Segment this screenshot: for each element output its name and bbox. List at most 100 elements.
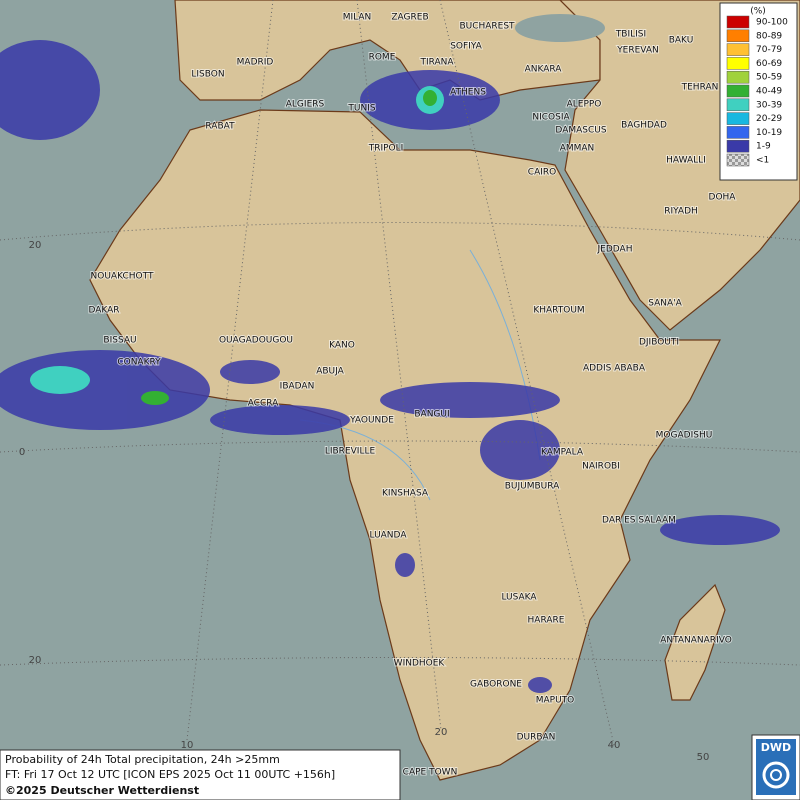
- city-label: KANO: [329, 341, 355, 351]
- logo-text: DWD: [761, 741, 791, 754]
- logo: DWD: [751, 734, 800, 800]
- city-label: GABORONE: [470, 680, 522, 690]
- legend-label: 60-69: [756, 59, 782, 69]
- city-label: TRIPOLI: [368, 144, 404, 154]
- city-label: ANKARA: [525, 65, 563, 75]
- city-label: MOGADISHU: [656, 431, 713, 441]
- city-label: ACCRA: [248, 399, 279, 409]
- legend-label: 30-39: [756, 100, 782, 110]
- city-label: NICOSIA: [532, 113, 570, 123]
- city-label: TUNIS: [347, 104, 375, 114]
- city-label: ROME: [369, 53, 396, 63]
- city-label: CAIRO: [528, 168, 556, 178]
- legend-label: 40-49: [756, 87, 782, 97]
- legend-swatch: [726, 43, 750, 56]
- city-label: DAR ES SALAAM: [602, 516, 676, 526]
- city-label: DJIBOUTI: [639, 338, 679, 348]
- city-label: KHARTOUM: [533, 306, 584, 316]
- caption: Probability of 24h Total precipitation, …: [0, 749, 401, 800]
- city-label: JEDDAH: [597, 245, 633, 255]
- city-label: NAIROBI: [582, 462, 620, 472]
- city-label: NOUAKCHOTT: [91, 272, 154, 282]
- city-label: ZAGREB: [391, 13, 428, 23]
- legend-label: 80-89: [756, 31, 782, 41]
- city-label: ABUJA: [316, 367, 344, 377]
- city-label: CONAKRY: [117, 358, 161, 368]
- legend-label: 90-100: [756, 18, 788, 28]
- grid-label: 10: [181, 740, 194, 751]
- grid-label: 20: [29, 240, 42, 251]
- city-label: SOFIYA: [450, 42, 482, 52]
- caption-box: [0, 749, 401, 800]
- city-label: LUANDA: [370, 531, 408, 541]
- legend-label: 50-59: [756, 73, 782, 83]
- legend-label: 10-19: [756, 128, 782, 138]
- legend-swatch: [726, 84, 750, 98]
- city-label: YEREVAN: [616, 46, 659, 56]
- legend-swatch: [726, 57, 750, 70]
- legend-swatch: [726, 29, 750, 43]
- black-sea: [515, 14, 605, 42]
- city-label: SANA'A: [648, 299, 682, 309]
- city-label: ANTANANARIVO: [660, 636, 732, 646]
- caption-line: Probability of 24h Total precipitation, …: [5, 753, 280, 766]
- city-label: YAOUNDE: [349, 416, 394, 426]
- city-label: TEHRAN: [681, 83, 719, 93]
- grid-label: 0: [19, 447, 25, 458]
- city-label: MAPUTO: [536, 696, 575, 706]
- city-label: BANGUI: [414, 410, 449, 420]
- city-label: IBADAN: [280, 382, 315, 392]
- city-label: DOHA: [709, 193, 737, 203]
- grid-label: 50: [697, 752, 710, 763]
- city-label: DAMASCUS: [555, 126, 606, 136]
- city-label: BUCHAREST: [459, 22, 515, 32]
- city-label: TIRANA: [419, 58, 454, 68]
- city-label: DURBAN: [517, 733, 556, 743]
- legend-label: 1-9: [756, 142, 771, 152]
- city-label: ALEPPO: [567, 100, 602, 110]
- grid-labels: 20 0 20 10 20 40 50: [19, 240, 710, 763]
- legend-swatch: [726, 112, 750, 125]
- city-label: BUJUMBURA: [505, 482, 560, 492]
- city-label: DAKAR: [88, 306, 119, 316]
- city-label: ADDIS ABABA: [583, 364, 646, 374]
- city-label: RIYADH: [664, 207, 698, 217]
- city-label: HARARE: [528, 616, 565, 626]
- grid-label: 20: [435, 727, 448, 738]
- city-label: RABAT: [205, 122, 235, 132]
- legend-label: 70-79: [756, 45, 782, 55]
- city-label: BAKU: [669, 36, 694, 46]
- legend-label: 20-29: [756, 114, 782, 124]
- legend-unit: (%): [750, 7, 766, 17]
- legend-swatch: [726, 126, 750, 139]
- city-label: MADRID: [237, 58, 274, 68]
- city-label: ALGIERS: [286, 100, 325, 110]
- caption-line: ©2025 Deutscher Wetterdienst: [5, 784, 199, 797]
- legend-swatch: [726, 70, 750, 84]
- legend-swatch: [726, 98, 750, 112]
- legend-swatch: [726, 153, 750, 167]
- legend: (%) 90-100 80-89 70-79 60-69 50-59 40-49 30-39…: [719, 2, 798, 181]
- city-label: LUSAKA: [501, 593, 537, 603]
- city-label: MILAN: [343, 13, 372, 23]
- grid-label: 20: [29, 655, 42, 666]
- city-label: AMMAN: [560, 144, 595, 154]
- city-label: BAGHDAD: [621, 121, 667, 131]
- legend-label: <1: [756, 156, 769, 166]
- city-label: WINDHOEK: [394, 659, 446, 669]
- legend-swatch: [726, 15, 750, 29]
- city-label: KINSHASA: [382, 489, 429, 499]
- city-label: LISBON: [191, 70, 224, 80]
- city-label: BISSAU: [103, 336, 136, 346]
- city-label: OUAGADOUGOU: [219, 336, 293, 346]
- graticule: [0, 0, 800, 746]
- city-label: HAWALLI: [666, 156, 706, 166]
- logo-swirl: [762, 761, 790, 789]
- precip-high: [30, 86, 444, 405]
- city-label: TBILISI: [615, 30, 646, 40]
- city-label: LIBREVILLE: [325, 447, 376, 457]
- logo-swirl: [770, 769, 782, 781]
- caption-line: FT: Fri 17 Oct 12 UTC [ICON EPS 2025 Oct…: [5, 768, 335, 781]
